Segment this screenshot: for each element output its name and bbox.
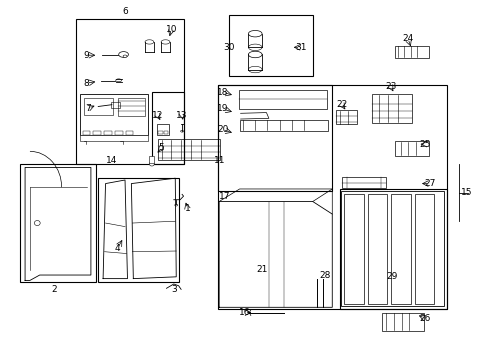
Bar — [340, 192, 444, 306]
Text: 16: 16 — [238, 308, 250, 317]
Bar — [83, 98, 113, 116]
Bar — [20, 164, 96, 282]
Text: 2: 2 — [51, 285, 57, 294]
Bar — [125, 131, 133, 135]
Bar — [394, 141, 428, 156]
Ellipse shape — [123, 55, 127, 58]
Ellipse shape — [174, 204, 177, 206]
Text: 15: 15 — [460, 188, 471, 197]
Ellipse shape — [34, 221, 40, 226]
Ellipse shape — [180, 130, 183, 132]
Bar — [115, 131, 122, 135]
Text: 6: 6 — [122, 7, 128, 16]
Bar — [82, 131, 90, 135]
Bar — [390, 194, 410, 304]
Bar — [238, 90, 327, 109]
Bar — [239, 120, 328, 131]
Text: 9: 9 — [83, 51, 89, 60]
Ellipse shape — [145, 40, 154, 44]
Text: 19: 19 — [216, 104, 228, 113]
Text: 4: 4 — [115, 244, 120, 253]
Text: 17: 17 — [219, 192, 230, 201]
Text: 29: 29 — [386, 272, 397, 281]
Bar — [341, 177, 385, 188]
Text: 25: 25 — [418, 140, 430, 149]
Text: 1: 1 — [184, 204, 190, 213]
Text: 8: 8 — [83, 79, 89, 88]
Bar — [381, 313, 423, 330]
Text: 7: 7 — [85, 104, 91, 113]
Bar — [344, 194, 363, 304]
Bar — [371, 94, 411, 123]
Text: 10: 10 — [165, 25, 177, 34]
Bar — [217, 85, 331, 191]
Bar — [80, 94, 148, 135]
Bar — [76, 19, 183, 164]
Ellipse shape — [149, 162, 154, 166]
Text: 20: 20 — [216, 125, 228, 134]
Ellipse shape — [248, 51, 262, 58]
Bar — [158, 131, 163, 134]
Ellipse shape — [248, 66, 262, 73]
Text: 5: 5 — [159, 143, 164, 152]
Bar — [111, 102, 120, 108]
Text: 11: 11 — [214, 156, 225, 165]
Ellipse shape — [119, 51, 128, 57]
Text: 3: 3 — [171, 285, 176, 294]
Text: 21: 21 — [255, 265, 267, 274]
Bar — [118, 98, 144, 116]
Text: 22: 22 — [336, 100, 347, 109]
Bar — [367, 194, 386, 304]
Text: 12: 12 — [152, 111, 163, 120]
Bar — [339, 189, 446, 309]
Text: 27: 27 — [423, 179, 435, 188]
Bar — [394, 45, 428, 58]
Text: 23: 23 — [385, 82, 396, 91]
Text: 30: 30 — [223, 43, 234, 52]
Bar — [80, 135, 148, 140]
Text: 28: 28 — [319, 270, 330, 279]
Bar — [152, 92, 183, 164]
Bar — [104, 131, 112, 135]
Text: 31: 31 — [294, 43, 305, 52]
Bar — [157, 125, 169, 135]
Text: 13: 13 — [176, 111, 187, 120]
Bar — [414, 194, 433, 304]
Bar — [93, 131, 101, 135]
Text: 14: 14 — [106, 156, 117, 165]
Ellipse shape — [116, 79, 122, 82]
Ellipse shape — [161, 40, 169, 44]
Bar — [335, 110, 356, 125]
Ellipse shape — [248, 31, 262, 37]
Bar — [163, 131, 167, 134]
Bar — [158, 139, 220, 160]
Text: 18: 18 — [216, 87, 228, 96]
Bar — [228, 15, 312, 76]
Text: 24: 24 — [402, 34, 413, 43]
Bar — [149, 156, 154, 163]
Text: 26: 26 — [418, 314, 430, 323]
Ellipse shape — [248, 44, 262, 50]
Bar — [98, 178, 178, 282]
Bar — [217, 85, 446, 309]
